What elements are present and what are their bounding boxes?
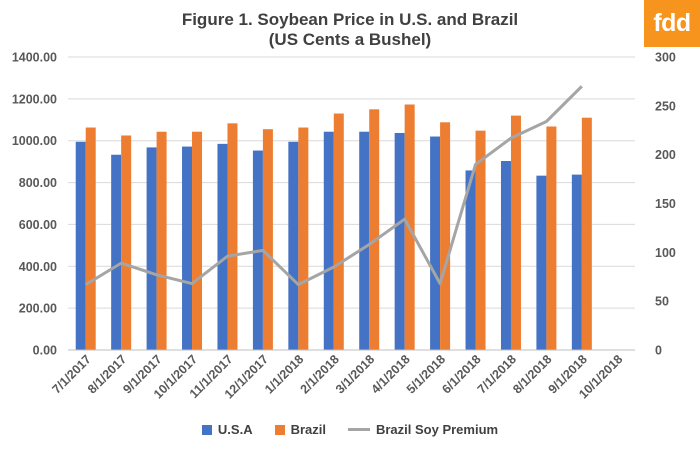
chart-title: Figure 1. Soybean Price in U.S. and Braz… [0, 10, 700, 50]
left-axis-tick-label: 1400.00 [12, 51, 57, 65]
chart-title-line-1: Figure 1. Soybean Price in U.S. and Braz… [181, 10, 519, 29]
left-axis-tick-label: 200.00 [19, 302, 57, 316]
legend-label-usa: U.S.A [217, 422, 253, 437]
bar-brazil [369, 109, 380, 350]
legend-swatch-premium [347, 428, 370, 431]
bar-usa [465, 170, 476, 350]
bar-usa [146, 147, 157, 350]
bar-usa [394, 132, 405, 350]
left-axis-tick-label: 400.00 [19, 260, 57, 274]
right-axis-tick-label: 50 [655, 295, 669, 309]
bar-usa [323, 131, 334, 350]
legend: U.S.A Brazil Brazil Soy Premium [0, 422, 700, 437]
legend-swatch-usa [201, 424, 212, 435]
left-axis-tick-label: 1000.00 [12, 134, 57, 148]
bar-brazil [475, 130, 486, 350]
legend-item-premium: Brazil Soy Premium [347, 422, 499, 437]
bar-brazil [333, 113, 344, 350]
bar-brazil [262, 129, 273, 350]
right-axis-tick-label: 150 [655, 197, 676, 211]
legend-item-usa: U.S.A [201, 422, 253, 437]
right-axis-tick-label: 200 [655, 148, 676, 162]
left-axis-tick-label: 600.00 [19, 218, 57, 232]
bar-brazil [546, 126, 557, 351]
right-axis-tick-label: 300 [655, 51, 676, 65]
bar-usa [536, 175, 547, 350]
bar-brazil [298, 127, 309, 350]
bar-brazil [156, 131, 167, 350]
chart-title-line-2: (US Cents a Bushel) [268, 30, 432, 49]
right-axis-tick-label: 100 [655, 246, 676, 260]
bar-usa [111, 154, 122, 350]
bar-usa [430, 136, 441, 350]
bar-brazil [440, 122, 451, 350]
legend-label-premium: Brazil Soy Premium [375, 422, 499, 437]
bar-brazil [85, 127, 96, 350]
line-brazil-soy-premium [84, 85, 583, 287]
right-axis-tick-label: 250 [655, 99, 676, 113]
right-axis-tick-label: 0 [655, 344, 662, 358]
bar-usa [571, 174, 582, 350]
bar-brazil [581, 117, 592, 350]
legend-swatch-brazil [274, 424, 285, 435]
bar-usa [217, 143, 228, 350]
bar-brazil [227, 123, 238, 351]
legend-label-brazil: Brazil [290, 422, 326, 437]
left-axis-tick-label: 0.00 [33, 344, 57, 358]
bar-brazil [192, 131, 203, 350]
bar-usa [359, 131, 370, 350]
bar-usa [500, 161, 511, 350]
left-axis-tick-label: 1200.00 [12, 92, 57, 106]
fdd-logo: fdd [644, 0, 700, 47]
bar-usa [182, 146, 193, 350]
bar-brazil [510, 115, 521, 350]
bar-usa [288, 141, 299, 350]
bar-usa [75, 141, 86, 350]
left-axis-tick-label: 800.00 [19, 176, 57, 190]
legend-item-brazil: Brazil [274, 422, 326, 437]
bar-brazil [121, 135, 132, 350]
